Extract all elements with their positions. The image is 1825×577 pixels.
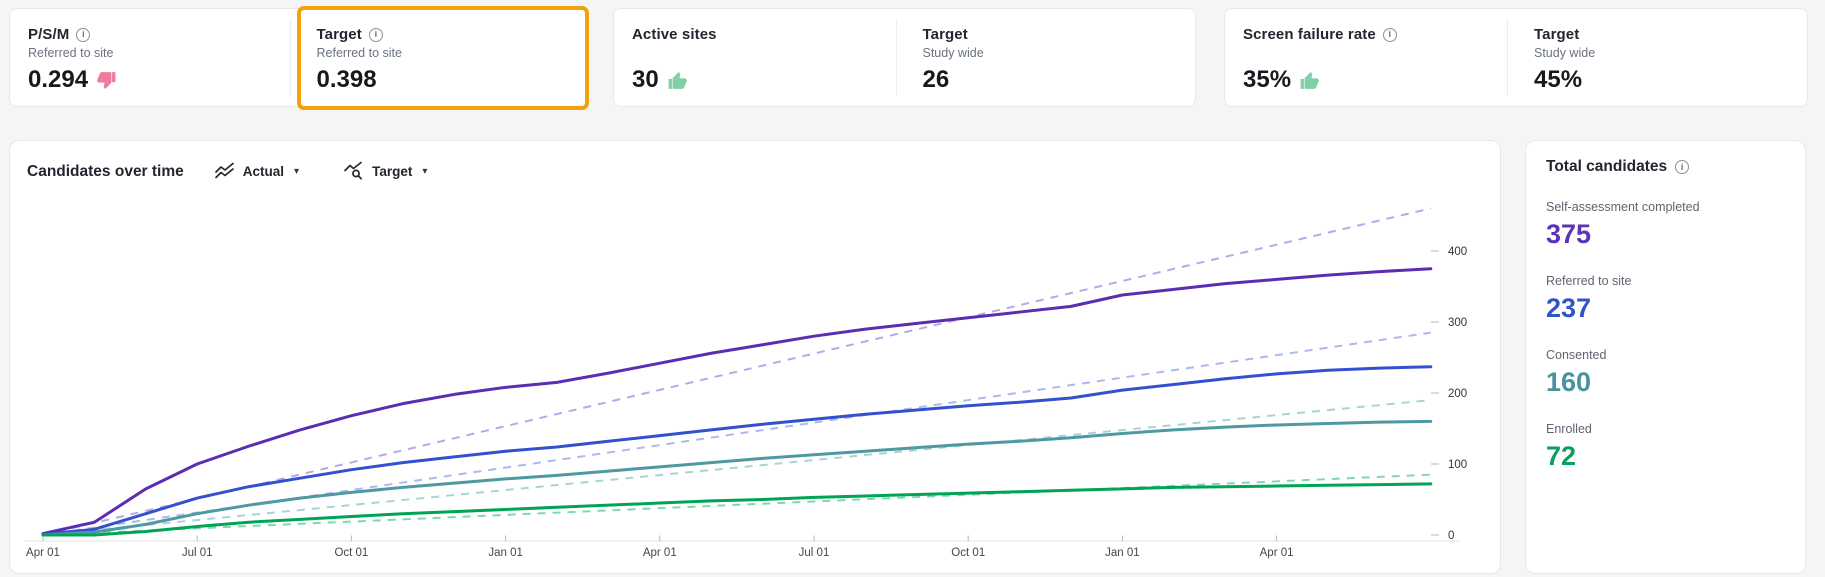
- totals-value: 237: [1546, 293, 1592, 323]
- kpi-value: 26: [922, 66, 950, 93]
- actual-lines-icon: [214, 160, 235, 183]
- kpi-title: P/S/M: [28, 26, 70, 43]
- info-icon[interactable]: [76, 27, 91, 42]
- svg-text:Oct 01: Oct 01: [951, 547, 985, 559]
- thumb-up-icon: [1299, 70, 1320, 91]
- divider: [289, 19, 291, 96]
- kpi-subtitle: [632, 46, 887, 62]
- kpi-section-target-failure: Target Study wide 45%: [1516, 9, 1807, 106]
- thumb-down-icon: [96, 70, 117, 91]
- kpi-value: 35%: [1243, 66, 1292, 93]
- svg-text:100: 100: [1448, 459, 1467, 471]
- svg-text:Apr 01: Apr 01: [26, 547, 60, 559]
- thumb-up-icon: [667, 70, 688, 91]
- kpi-card-active-sites: Active sites 30 Target Study wide 26: [613, 8, 1196, 107]
- totals-item-consented: Consented 160: [1546, 348, 1785, 398]
- totals-value: 72: [1546, 441, 1577, 471]
- svg-text:Jan 01: Jan 01: [1105, 547, 1140, 559]
- info-icon[interactable]: [1675, 160, 1690, 174]
- kpi-section-target-referred: Target Referred to site 0.398: [296, 6, 589, 110]
- candidates-over-time-card: Candidates over time Actual ▾ Target ▾: [9, 140, 1501, 574]
- kpi-value: 0.294: [28, 66, 89, 93]
- kpi-subtitle: Referred to site: [28, 46, 114, 60]
- svg-text:Oct 01: Oct 01: [334, 547, 368, 559]
- divider: [895, 19, 897, 96]
- kpi-subtitle: Study wide: [1534, 46, 1596, 60]
- kpi-title: Target: [922, 26, 968, 43]
- kpi-subtitle: [1243, 46, 1498, 62]
- candidates-chart-svg: Apr 01 Jul 01 Oct 01 Jan 01 Apr 01 Jul 01 Oct …: [24, 207, 1467, 559]
- panel-title: Total candidates: [1546, 158, 1668, 175]
- legend-label: Target: [372, 164, 413, 179]
- totals-label: Consented: [1546, 348, 1607, 362]
- chevron-down-icon: ▾: [294, 166, 300, 177]
- totals-label: Self-assessment completed: [1546, 200, 1700, 214]
- target-series-dropdown[interactable]: Target ▾: [335, 156, 435, 187]
- totals-item-self-assessment: Self-assessment completed 375: [1546, 200, 1785, 250]
- svg-text:Jan 01: Jan 01: [488, 547, 523, 559]
- totals-value: 375: [1546, 219, 1592, 249]
- svg-text:Apr 01: Apr 01: [643, 547, 677, 559]
- svg-text:300: 300: [1448, 317, 1467, 329]
- kpi-title: Target: [316, 26, 362, 43]
- actual-series-dropdown[interactable]: Actual ▾: [206, 156, 307, 187]
- svg-text:0: 0: [1448, 530, 1454, 542]
- target-lines-icon: [343, 160, 364, 183]
- kpi-subtitle: Referred to site: [316, 46, 402, 60]
- svg-text:400: 400: [1448, 246, 1467, 258]
- totals-item-enrolled: Enrolled 72: [1546, 422, 1785, 472]
- chevron-down-icon: ▾: [422, 166, 428, 177]
- svg-text:200: 200: [1448, 388, 1467, 400]
- info-icon[interactable]: [368, 27, 383, 42]
- totals-value: 160: [1546, 367, 1592, 397]
- kpi-title: Active sites: [632, 26, 717, 43]
- kpi-card-psm: P/S/M Referred to site 0.294 Target Refe…: [9, 6, 589, 110]
- kpi-subtitle: Study wide: [922, 46, 984, 60]
- legend-label: Actual: [242, 164, 285, 179]
- totals-label: Enrolled: [1546, 422, 1592, 436]
- totals-label: Referred to site: [1546, 274, 1632, 288]
- svg-text:Apr 01: Apr 01: [1260, 547, 1294, 559]
- kpi-value: 0.398: [316, 66, 377, 93]
- kpi-section-target-sites: Target Study wide 26: [905, 9, 1196, 106]
- chart-title: Candidates over time: [27, 162, 184, 180]
- kpi-card-screen-failure: Screen failure rate 35% Target Study wid…: [1224, 8, 1808, 107]
- totals-item-referred: Referred to site 237: [1546, 274, 1785, 324]
- kpi-value: 30: [632, 66, 659, 93]
- total-candidates-panel: Total candidates Self-assessment complet…: [1525, 140, 1806, 574]
- kpi-title: Screen failure rate: [1243, 26, 1376, 43]
- kpi-section-active-sites: Active sites 30: [614, 9, 905, 106]
- kpi-title: Target: [1534, 26, 1580, 43]
- svg-text:Jul 01: Jul 01: [182, 547, 213, 559]
- kpi-value: 45%: [1534, 66, 1583, 93]
- kpi-section-psm: P/S/M Referred to site 0.294: [10, 9, 299, 106]
- kpi-section-screen-failure: Screen failure rate 35%: [1225, 9, 1516, 106]
- svg-text:Jul 01: Jul 01: [799, 547, 830, 559]
- divider: [1507, 19, 1509, 96]
- info-icon[interactable]: [1382, 27, 1397, 42]
